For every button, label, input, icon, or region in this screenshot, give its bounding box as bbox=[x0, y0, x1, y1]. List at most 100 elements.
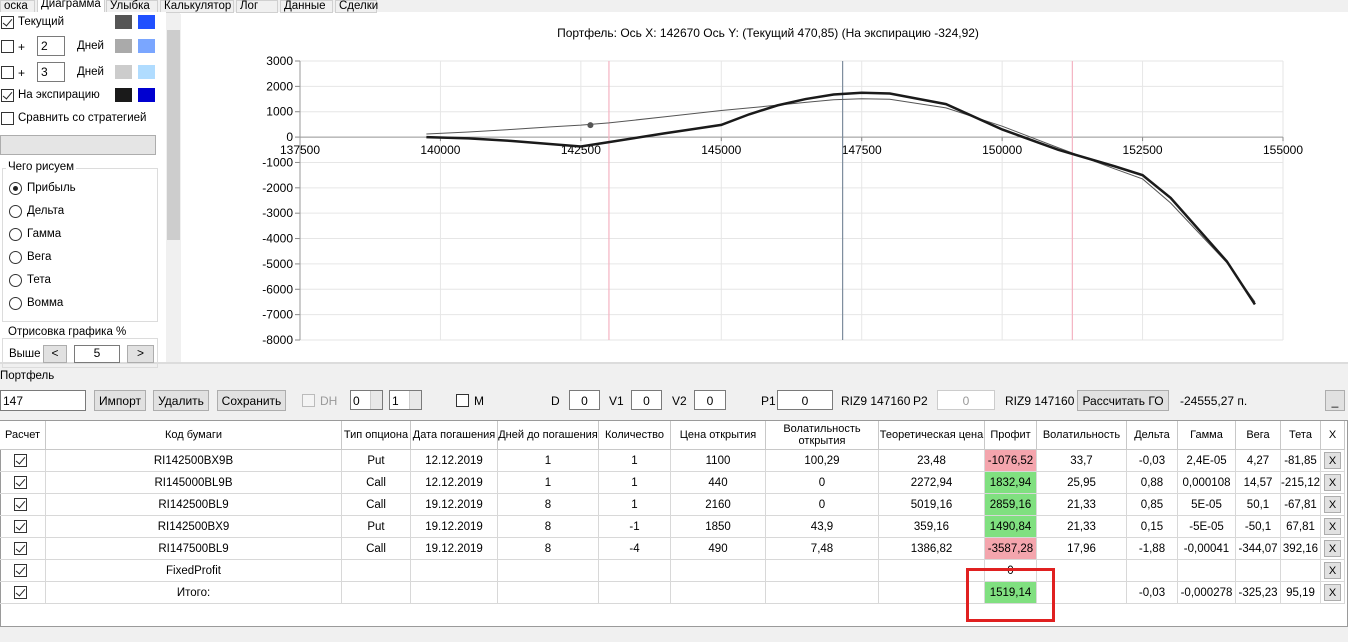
checkbox[interactable] bbox=[14, 586, 27, 599]
column-header[interactable]: Профит bbox=[985, 421, 1037, 450]
delete-button[interactable]: X bbox=[1324, 496, 1341, 513]
radio[interactable] bbox=[9, 274, 22, 287]
cell: -0,00041 bbox=[1178, 538, 1236, 560]
checkbox[interactable] bbox=[14, 542, 27, 555]
checkbox[interactable] bbox=[1, 112, 14, 125]
color-swatch[interactable] bbox=[138, 88, 155, 102]
column-header[interactable]: Дата погашения bbox=[411, 421, 498, 450]
cell: 12.12.2019 bbox=[411, 450, 498, 472]
tab[interactable]: Данные bbox=[280, 0, 333, 13]
radio[interactable] bbox=[9, 182, 22, 195]
separator bbox=[0, 362, 1348, 364]
render-value[interactable]: 5 bbox=[74, 345, 120, 363]
column-header[interactable]: Дней до погашения bbox=[498, 421, 599, 450]
next-button[interactable]: > bbox=[127, 345, 154, 363]
delete-button[interactable]: X bbox=[1324, 584, 1341, 601]
radio[interactable] bbox=[9, 297, 22, 310]
color-swatch[interactable] bbox=[138, 15, 155, 29]
group-box bbox=[2, 168, 158, 322]
checkbox[interactable] bbox=[1, 16, 14, 29]
radio[interactable] bbox=[9, 205, 22, 218]
select[interactable]: 147 bbox=[0, 390, 86, 411]
curve-label: На экспирацию bbox=[18, 89, 100, 101]
delete-button[interactable]: X bbox=[1324, 518, 1341, 535]
tab[interactable]: Калькулятор bbox=[160, 0, 234, 13]
delete-button[interactable]: X bbox=[1324, 562, 1341, 579]
cell: 8 bbox=[498, 538, 599, 560]
color-swatch[interactable] bbox=[138, 39, 155, 53]
column-header[interactable]: Количество bbox=[599, 421, 671, 450]
column-header[interactable]: Волатильность открытия bbox=[766, 421, 879, 450]
dropdown[interactable] bbox=[0, 135, 156, 155]
column-header[interactable]: Теоретическая цена bbox=[879, 421, 985, 450]
cell: -1076,52 bbox=[985, 450, 1037, 472]
scroll-thumb[interactable] bbox=[167, 30, 180, 240]
button[interactable]: Сохранить bbox=[217, 390, 286, 411]
cell bbox=[411, 582, 498, 604]
days-input[interactable]: 3 bbox=[37, 62, 65, 82]
group-title: Чего рисуем bbox=[6, 161, 77, 173]
cell: 33,7 bbox=[1037, 450, 1127, 472]
label: P2 bbox=[913, 394, 928, 408]
field[interactable]: 0 bbox=[631, 390, 662, 410]
button[interactable]: Удалить bbox=[153, 390, 209, 411]
checkbox[interactable] bbox=[302, 394, 315, 407]
column-header[interactable]: Цена открытия bbox=[671, 421, 766, 450]
column-header[interactable]: Вега bbox=[1236, 421, 1281, 450]
prev-button[interactable]: < bbox=[43, 345, 67, 363]
column-header[interactable]: Код бумаги bbox=[46, 421, 342, 450]
cell bbox=[0, 450, 46, 472]
color-swatch[interactable] bbox=[115, 39, 132, 53]
checkbox[interactable] bbox=[14, 476, 27, 489]
button[interactable]: Рассчитать ГО bbox=[1077, 390, 1169, 411]
button[interactable]: Импорт bbox=[94, 390, 146, 411]
cell: 1386,82 bbox=[879, 538, 985, 560]
color-swatch[interactable] bbox=[115, 65, 132, 79]
tab[interactable]: Сделки bbox=[335, 0, 378, 13]
delete-button[interactable]: X bbox=[1324, 474, 1341, 491]
column-header[interactable]: Волатильность bbox=[1037, 421, 1127, 450]
color-swatch[interactable] bbox=[115, 15, 132, 29]
cell: -81,85 bbox=[1281, 450, 1321, 472]
checkbox[interactable] bbox=[1, 66, 14, 79]
cell: 4,27 bbox=[1236, 450, 1281, 472]
checkbox[interactable] bbox=[14, 498, 27, 511]
checkbox[interactable] bbox=[456, 394, 469, 407]
checkbox[interactable] bbox=[14, 454, 27, 467]
column-header[interactable]: Тета bbox=[1281, 421, 1321, 450]
column-header[interactable]: Гамма bbox=[1178, 421, 1236, 450]
section-title: Портфель bbox=[0, 370, 55, 382]
radio-label: Тета bbox=[27, 274, 51, 286]
render-label: Выше bbox=[9, 348, 41, 360]
cell: 1832,94 bbox=[985, 472, 1037, 494]
column-header[interactable]: Дельта bbox=[1127, 421, 1178, 450]
checkbox[interactable] bbox=[14, 520, 27, 533]
delete-button[interactable]: X bbox=[1324, 452, 1341, 469]
radio[interactable] bbox=[9, 251, 22, 264]
cell bbox=[0, 516, 46, 538]
cell: 7,48 bbox=[766, 538, 879, 560]
field[interactable]: 0 bbox=[694, 390, 726, 410]
radio[interactable] bbox=[9, 228, 22, 241]
checkbox[interactable] bbox=[1, 40, 14, 53]
checkbox[interactable] bbox=[1, 89, 14, 102]
y-tick-label: -2000 bbox=[262, 181, 293, 195]
cell: 1 bbox=[599, 450, 671, 472]
days-input[interactable]: 2 bbox=[37, 36, 65, 56]
cell: Call bbox=[342, 494, 411, 516]
tab[interactable]: Лог bbox=[236, 0, 278, 13]
delete-button[interactable]: X bbox=[1324, 540, 1341, 557]
checkbox[interactable] bbox=[14, 564, 27, 577]
column-header[interactable]: X bbox=[1321, 421, 1345, 450]
cell: -50,1 bbox=[1236, 516, 1281, 538]
button[interactable]: _ bbox=[1325, 390, 1345, 411]
column-header[interactable]: Расчет bbox=[0, 421, 46, 450]
column-header[interactable]: Тип опциона bbox=[342, 421, 411, 450]
field[interactable]: 0 bbox=[937, 390, 995, 410]
color-swatch[interactable] bbox=[138, 65, 155, 79]
color-swatch[interactable] bbox=[115, 88, 132, 102]
field[interactable]: 0 bbox=[569, 390, 600, 410]
field[interactable]: 0 bbox=[777, 390, 833, 410]
chart-title: Портфель: Ось X: 142670 Ось Y: (Текущий … bbox=[557, 26, 979, 40]
